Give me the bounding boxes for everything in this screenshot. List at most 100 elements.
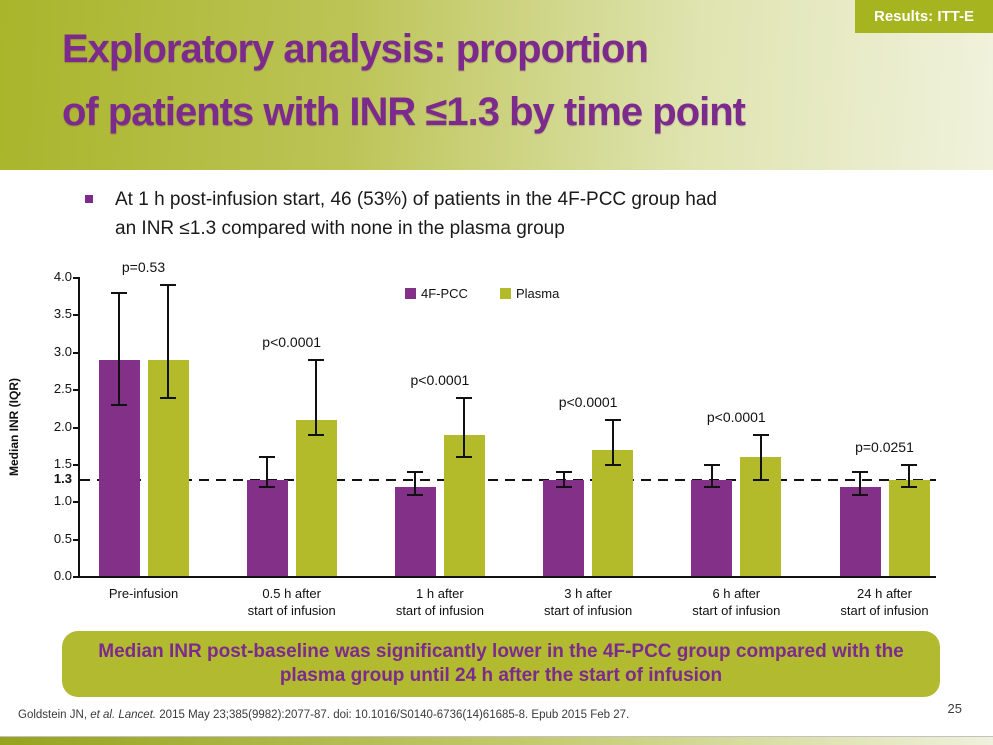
error-bar-line <box>414 472 417 495</box>
error-bar-cap <box>456 396 473 399</box>
legend-item-plasma: Plasma <box>499 286 560 301</box>
error-bar-line <box>859 472 861 495</box>
legend-swatch-4f-pcc <box>405 288 416 299</box>
y-tick-label: 0.5 <box>53 530 72 546</box>
bar-plasma-2 <box>443 434 485 577</box>
y-tick-label: 2.5 <box>53 381 72 397</box>
bottom-accent-strip <box>0 736 993 745</box>
error-bar-cap <box>259 456 276 459</box>
conclusion-line-1: Median INR post-baseline was significant… <box>98 641 904 662</box>
bar-4f-pcc-4 <box>691 479 733 577</box>
error-bar-cap <box>752 433 769 436</box>
title-line-2: of patients with INR ≤1.3 by time point <box>62 90 746 134</box>
p-value-label-1: p<0.0001 <box>262 334 322 351</box>
y-tick <box>73 277 80 279</box>
y-axis-line <box>78 278 80 577</box>
error-bar-line <box>710 464 713 488</box>
error-bar-line <box>118 292 120 406</box>
error-bar-cap <box>259 486 276 489</box>
y-tick <box>73 501 80 504</box>
error-bar-cap <box>852 471 868 474</box>
error-bar-cap <box>555 471 572 474</box>
y-tick-label: 3.0 <box>53 343 72 359</box>
error-bar-cap <box>604 419 621 422</box>
key-finding-bullet: At 1 h post-infusion start, 46 (53%) of … <box>85 185 717 243</box>
x-tick-label-3: 3 h after start of infusion <box>544 586 633 618</box>
citation-details: 2015 May 23;385(9982):2077-87. doi: 10.1… <box>156 709 630 721</box>
citation-journal: et al. Lancet. <box>90 709 157 721</box>
y-tick <box>73 538 80 541</box>
bar-4f-pcc-3 <box>543 479 585 577</box>
x-tick-label-4: 6 h after start of infusion <box>692 586 781 618</box>
y-tick-label: 4.0 <box>53 269 72 284</box>
error-bar-cap <box>160 396 176 399</box>
error-bar-cap <box>456 456 473 459</box>
slide-title: Exploratory analysis: proportion of pati… <box>62 18 746 144</box>
y-tick <box>73 314 80 317</box>
error-bar-line <box>562 472 565 488</box>
page-number: 25 <box>947 701 962 716</box>
bar-plasma-1 <box>295 420 337 577</box>
legend-label-4f-pcc: 4F-PCC <box>421 286 468 301</box>
legend-label-plasma: Plasma <box>515 286 560 301</box>
y-tick <box>73 463 80 466</box>
y-tick-label: 0.0 <box>53 568 72 583</box>
p-value-label-0: p=0.53 <box>121 259 166 276</box>
y-tick-label: 3.5 <box>53 306 72 322</box>
citation-authors: Goldstein JN, <box>18 709 91 721</box>
error-bar-cap <box>308 433 325 436</box>
y-tick-label: 1.5 <box>53 455 72 471</box>
chart-legend: 4F-PCC Plasma <box>405 286 559 301</box>
y-tick <box>73 389 80 392</box>
x-tick-label-1: 0.5 h after start of infusion <box>247 586 336 618</box>
bar-4f-pcc-0 <box>98 360 140 577</box>
conclusion-line-2: plasma group until 24 h after the start … <box>279 665 723 686</box>
x-axis-line <box>78 576 936 578</box>
error-bar-line <box>266 457 269 488</box>
p-value-label-5: p=0.0251 <box>855 438 914 455</box>
slide-header: Results: ITT-E Exploratory analysis: pro… <box>0 0 993 170</box>
bar-plasma-0 <box>147 360 189 577</box>
y-tick <box>73 351 80 354</box>
error-bar-line <box>463 397 466 458</box>
y-tick <box>73 426 80 429</box>
error-bar-cap <box>901 486 917 489</box>
error-bar-line <box>611 420 614 465</box>
x-tick-label-5: 24 h after start of infusion <box>840 586 929 618</box>
error-bar-cap <box>555 486 572 489</box>
y-axis-title: Median INR (IQR) <box>7 378 21 476</box>
x-tick-label-2: 1 h after start of infusion <box>395 586 484 618</box>
error-bar-cap <box>752 478 769 481</box>
error-bar-cap <box>703 486 720 489</box>
bar-4f-pcc-5 <box>839 487 881 577</box>
error-bar-cap <box>308 359 325 362</box>
bar-4f-pcc-2 <box>394 487 436 577</box>
citation: Goldstein JN, et al. Lancet. 2015 May 23… <box>18 709 629 721</box>
y-tick-label: 1.3 <box>53 470 72 486</box>
error-bar-cap <box>407 493 424 496</box>
bar-4f-pcc-1 <box>246 479 288 577</box>
error-bar-cap <box>111 404 127 407</box>
bar-plasma-3 <box>592 449 634 577</box>
y-tick-label: 2.0 <box>53 418 72 434</box>
error-bar-cap <box>111 291 127 294</box>
x-tick-label-0: Pre-infusion <box>108 586 179 601</box>
bar-plasma-5 <box>888 479 930 577</box>
reference-line-1-3 <box>80 478 936 481</box>
error-bar-cap <box>703 463 720 466</box>
results-badge: Results: ITT-E <box>855 0 993 33</box>
error-bar-line <box>315 360 318 435</box>
error-bar-line <box>759 434 762 480</box>
legend-swatch-plasma <box>499 288 511 299</box>
p-value-label-2: p<0.0001 <box>410 371 470 388</box>
title-line-1: Exploratory analysis: proportion <box>62 27 649 71</box>
bullet-text: At 1 h post-infusion start, 46 (53%) of … <box>115 185 717 243</box>
bullet-text-line-1: At 1 h post-infusion start, 46 (53%) of … <box>115 189 717 210</box>
legend-item-4f-pcc: 4F-PCC <box>405 286 468 301</box>
error-bar-cap <box>604 463 621 466</box>
error-bar-cap <box>407 471 424 474</box>
error-bar-cap <box>852 493 868 496</box>
y-tick <box>73 576 80 578</box>
bullet-square-icon <box>85 195 93 203</box>
